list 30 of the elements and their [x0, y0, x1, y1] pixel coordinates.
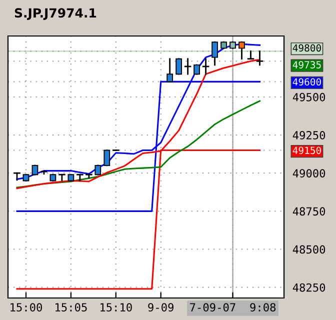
candlestick: [238, 41, 245, 60]
candlestick: [166, 58, 174, 82]
candlestick: [256, 50, 264, 66]
x-tick-label: 9-09: [148, 303, 174, 312]
candlestick: [194, 64, 200, 75]
y-tick-label: 49800: [292, 44, 321, 52]
y-tick-label: 49500: [292, 92, 326, 102]
candlestick: [212, 41, 218, 66]
line-series: [16, 100, 260, 188]
y-tick-label: 49735: [292, 61, 321, 68]
candlestick: [86, 174, 92, 178]
chart-title: S.JP.J7974.1: [14, 8, 96, 20]
y-tick-label: 49600: [292, 78, 321, 86]
y-tick-label: 48500: [292, 245, 326, 254]
x-tick-label: 7-09-07 9:08: [190, 303, 276, 312]
y-tick-label: 49250: [292, 131, 326, 140]
x-tick-label: 15:05: [56, 303, 87, 312]
x-tick-label: 15:00: [10, 303, 42, 312]
candlestick: [176, 58, 182, 75]
candlestick: [247, 50, 254, 60]
candlestick: [32, 164, 38, 176]
candlestick: [104, 150, 110, 166]
y-tick-label: 48250: [292, 283, 326, 292]
y-tick-label: 49150: [292, 146, 321, 154]
candlestick: [94, 164, 102, 176]
candlestick: [58, 174, 66, 182]
candlestick: [76, 174, 84, 182]
x-tick-label: 15:10: [100, 303, 132, 312]
y-tick-label: 49000: [292, 169, 326, 178]
y-tick-label: 48750: [292, 207, 326, 216]
